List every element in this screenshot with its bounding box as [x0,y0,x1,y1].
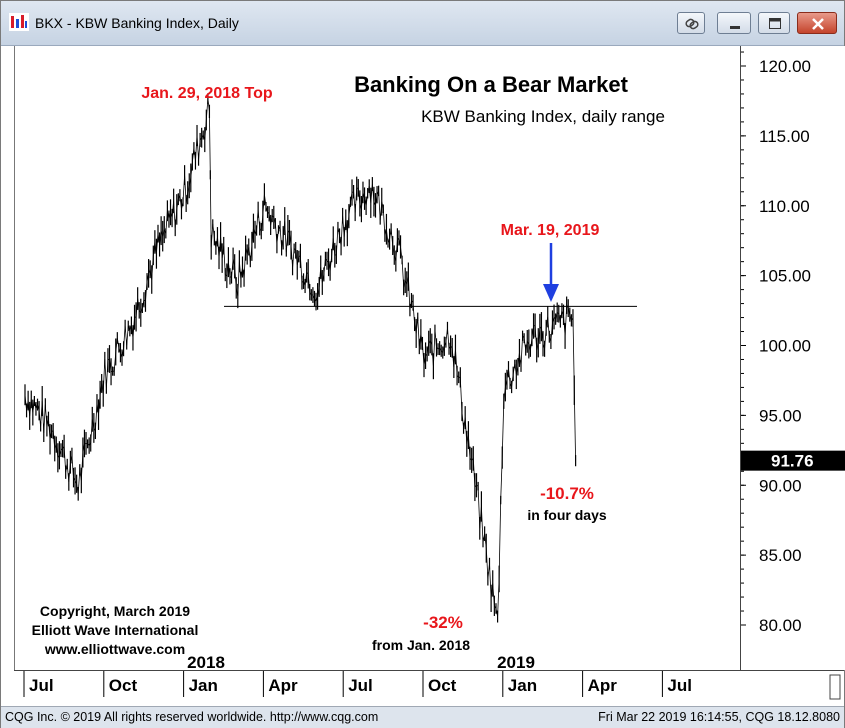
decline-annotation: -32% [423,613,463,632]
scroll-box[interactable] [829,674,841,700]
last-price-badge [741,450,845,471]
x-tick-label: Apr [588,676,618,695]
decline-note: from Jan. 2018 [372,637,470,653]
x-tick-label: Jul [348,676,373,695]
top-annotation: Jan. 29, 2018 Top [141,85,273,102]
maximize-icon [769,18,781,29]
x-tick-label: Jan [508,676,537,695]
x-tick-label: Jul [667,676,692,695]
window-title: BKX - KBW Banking Index, Daily [35,15,239,31]
y-tick-label: 115.00 [759,127,810,146]
x-tick-label: Oct [428,676,457,695]
app-icon [9,13,29,31]
x-tick-label: Jul [29,676,54,695]
minimize-button[interactable] [717,12,751,34]
copyright-line-2: Elliott Wave International [32,622,199,638]
price-axis[interactable]: 120.00 115.00 110.00 105.00 100.00 95.00 90.00… [740,46,845,670]
year-label-2018: 2018 [187,653,225,670]
status-timestamp: Fri Mar 22 2019 16:14:55, CQG 18.12.8080 [598,710,840,724]
link-icon [685,18,699,30]
price-chart[interactable]: Banking On a Bear Market KBW Banking Ind… [15,46,741,672]
y-axis: 120.00 115.00 110.00 105.00 100.00 95.00 90.00… [741,51,845,635]
chart-title: Banking On a Bear Market [354,72,629,97]
y-tick-label: 80.00 [759,616,802,635]
y-tick-label: 100.00 [759,337,811,356]
x-tick-label: Oct [109,676,138,695]
last-price-label: 91.76 [771,452,814,471]
chart-subtitle: KBW Banking Index, daily range [421,107,665,126]
drop-annotation: -10.7% [540,484,594,503]
y-tick-label: 85.00 [759,546,802,565]
x-axis: Jul Oct Jan Apr Jul Oct Jan Apr Jul [23,671,841,700]
y-tick-label: 105.00 [759,267,811,286]
mar19-annotation: Mar. 19, 2019 [501,222,600,239]
x-tick-label: Apr [268,676,298,695]
y-tick-label: 90.00 [759,476,802,495]
y-tick-label: 120.00 [759,57,811,76]
date-axis[interactable]: Jul Oct Jan Apr Jul Oct Jan Apr Jul [14,670,844,705]
price-line [24,98,576,617]
y-tick-label: 110.00 [759,197,810,216]
status-bar: CQG Inc. © 2019 All rights reserved worl… [1,706,844,728]
price-series [24,93,577,623]
copyright-line-1: Copyright, March 2019 [40,603,190,619]
link-button[interactable] [677,12,705,34]
year-label-2019: 2019 [497,653,535,670]
minimize-icon [730,26,740,29]
status-copyright: CQG Inc. © 2019 All rights reserved worl… [5,710,379,724]
arrow-icon [543,243,559,302]
close-icon [812,18,824,30]
plot-area[interactable]: Banking On a Bear Market KBW Banking Ind… [14,46,741,672]
close-button[interactable] [797,12,837,34]
title-bar[interactable]: BKX - KBW Banking Index, Daily [1,1,844,46]
drop-note: in four days [527,507,607,523]
x-tick-label: Jan [189,676,218,695]
y-tick-label: 95.00 [759,406,802,425]
copyright-line-3: www.elliottwave.com [44,641,185,657]
maximize-button[interactable] [758,12,790,34]
